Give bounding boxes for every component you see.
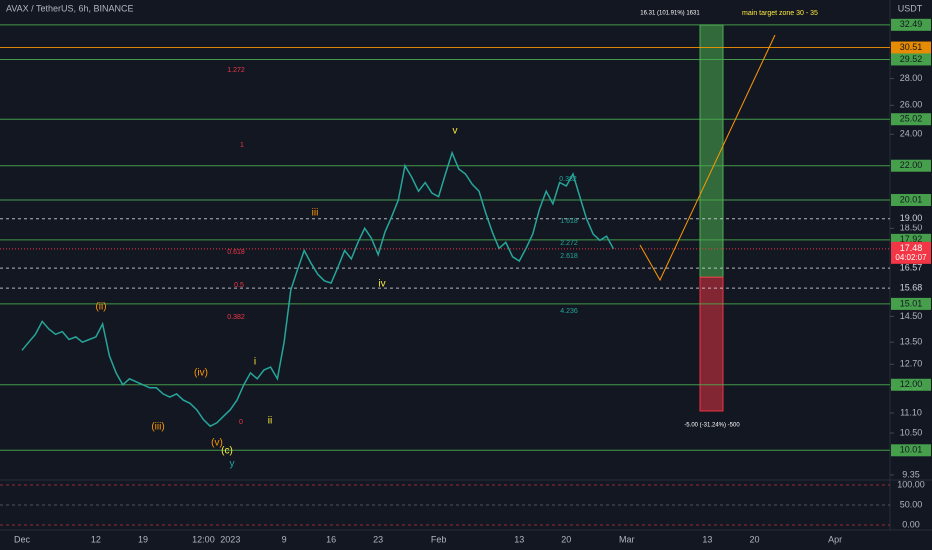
annotation: 2.618 [560, 253, 578, 260]
level-tag [891, 159, 931, 172]
level-label: 25.02 [900, 114, 923, 124]
annotation: iv [378, 279, 385, 290]
x-tick-label: 9 [282, 534, 287, 544]
annotation: i [254, 357, 256, 368]
level-label: 17.92 [900, 234, 923, 244]
stop-label: -5.00 (-31.24%) -500 [684, 423, 740, 429]
annotation: 0.382 [559, 176, 577, 183]
annotation: (ii) [95, 302, 106, 313]
level-tag [891, 262, 931, 275]
annotation: (v) [211, 438, 223, 449]
y-tick-label: 11.10 [900, 407, 922, 417]
level-label: 16.57 [900, 263, 923, 273]
level-label: 29.52 [900, 54, 923, 64]
annotation: 4.236 [560, 308, 578, 315]
level-tag [891, 53, 931, 66]
level-tag [891, 282, 931, 295]
x-tick-label: 12:00 [192, 534, 215, 544]
annotation: (c) [221, 446, 233, 457]
y-tick-label: 24.00 [900, 129, 923, 139]
y-tick-label: 26.00 [900, 100, 923, 110]
annotation: y [230, 459, 235, 470]
annotation: 0.618 [227, 249, 245, 256]
y-tick-label: 10.50 [900, 427, 923, 437]
y-tick-label: 13.50 [900, 337, 923, 347]
x-tick-label: Feb [431, 534, 447, 544]
level-tag [891, 41, 931, 54]
annotation: (iii) [151, 422, 164, 433]
level-label: 30.51 [900, 42, 923, 52]
level-label: 12.00 [900, 379, 923, 389]
level-tag [891, 113, 931, 126]
x-tick-label: 19 [138, 534, 148, 544]
annotation: v [453, 126, 458, 137]
level-tag [891, 444, 931, 457]
x-tick-label: 20 [561, 534, 571, 544]
x-tick-label: Mar [619, 534, 635, 544]
annotation: 1 [240, 142, 244, 149]
target-label: 16.31 (101.91%) 1631 [640, 11, 700, 17]
y-tick-label: 12.70 [900, 359, 923, 369]
annotation: 2.272 [560, 240, 578, 247]
indicator-tick-label: 100.00 [897, 479, 925, 489]
level-tag [891, 193, 931, 206]
x-tick-label: 16 [326, 534, 336, 544]
last-price-tag [891, 241, 931, 264]
level-label: 10.01 [900, 445, 923, 455]
x-tick-label: 13 [514, 534, 524, 544]
x-tick-label: 23 [373, 534, 383, 544]
price-line [21, 150, 615, 428]
x-tick-label: Apr [828, 534, 842, 544]
annotation: (iv) [194, 368, 208, 379]
level-tag [891, 18, 931, 31]
projection [639, 34, 776, 282]
x-tick-label: 13 [702, 534, 712, 544]
y-tick-label: 18.50 [900, 223, 923, 233]
annotation: 0 [239, 419, 243, 426]
x-tick-label: 12 [91, 534, 101, 544]
level-label: 19.00 [900, 213, 923, 223]
level-label: 15.01 [900, 298, 923, 308]
last-price-label: 17.48 [900, 243, 923, 253]
annotation: ii [268, 416, 272, 427]
annotation: 1.618 [560, 218, 578, 225]
level-label: 32.49 [900, 19, 923, 29]
y-tick-label: 9.35 [902, 469, 920, 479]
level-tag [891, 378, 931, 391]
countdown: 04:02:07 [895, 253, 927, 262]
x-tick-label: Dec [14, 534, 31, 544]
x-tick-label: 20 [749, 534, 759, 544]
level-label: 22.00 [900, 160, 923, 170]
level-tag [891, 212, 931, 225]
indicator-tick-label: 0.00 [902, 519, 920, 529]
annotation: 0.5 [234, 282, 244, 289]
y-tick-label: 28.00 [900, 73, 923, 83]
annotation: 1.272 [227, 67, 245, 74]
chart-title: AVAX / TetherUS, 6h, BINANCE [6, 3, 134, 13]
annotation: iii [312, 208, 319, 219]
indicator-tick-label: 50.00 [900, 499, 923, 509]
annotation: main target zone 30 - 35 [742, 10, 818, 17]
x-tick-label: 2023 [220, 534, 240, 544]
currency: USDT [898, 3, 923, 13]
level-tag [891, 297, 931, 310]
annotation: 0.382 [227, 314, 245, 321]
y-tick-label: 14.50 [900, 311, 923, 321]
stop-zone [699, 276, 724, 412]
level-label: 20.01 [900, 194, 923, 204]
level-label: 15.68 [900, 282, 923, 292]
